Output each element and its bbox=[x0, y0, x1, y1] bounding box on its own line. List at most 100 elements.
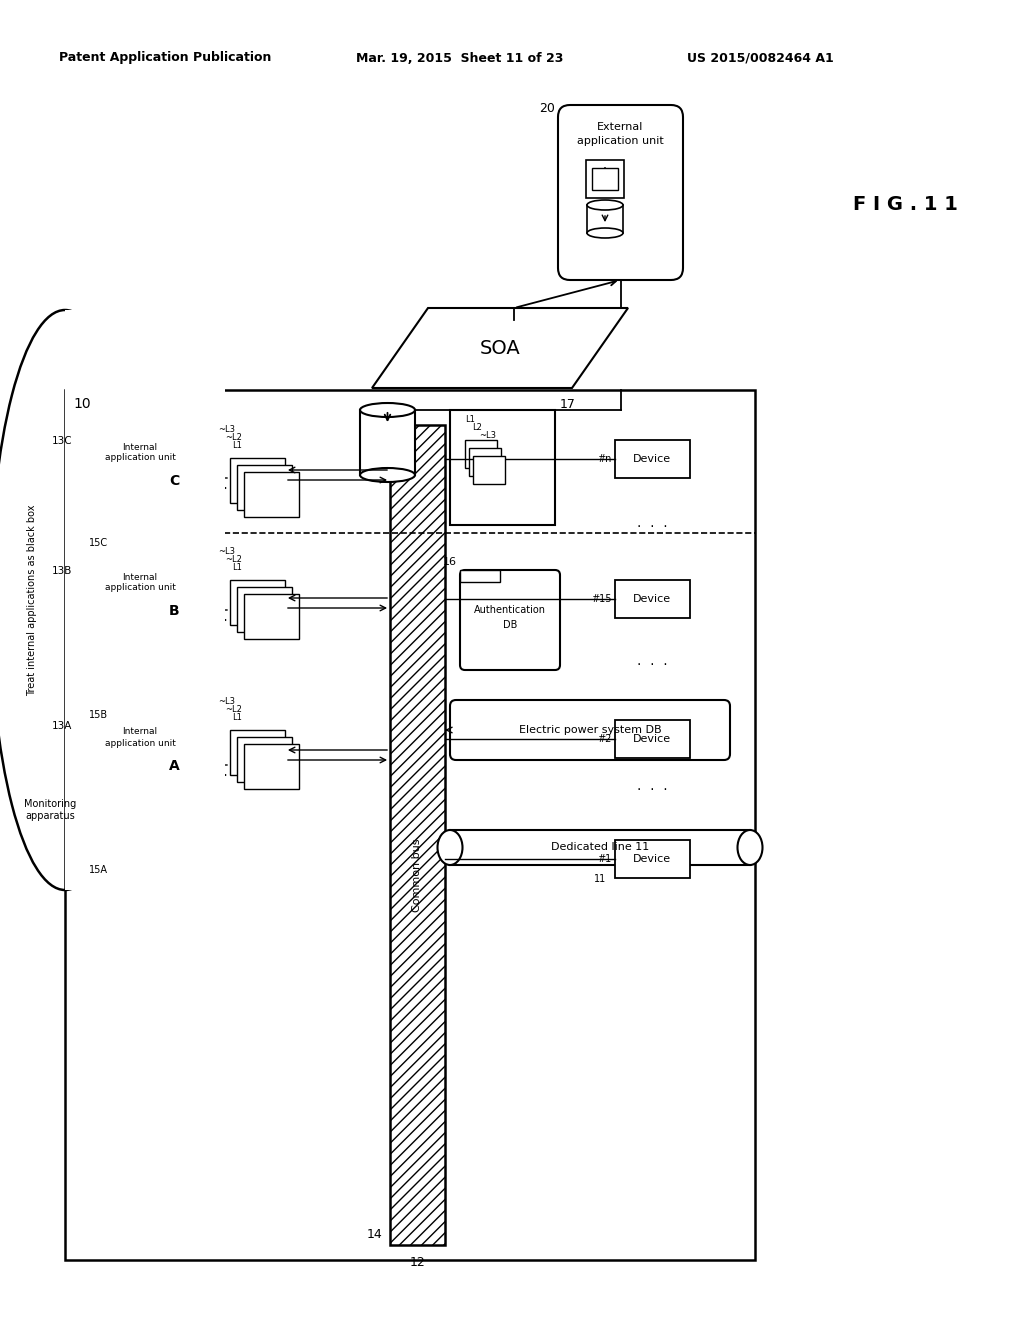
Text: 15B: 15B bbox=[89, 710, 109, 719]
Bar bbox=[450, 830, 750, 865]
Ellipse shape bbox=[360, 469, 415, 482]
Ellipse shape bbox=[587, 228, 623, 238]
Text: 13A: 13A bbox=[51, 721, 72, 731]
Bar bbox=[473, 455, 505, 484]
Text: F I G . 1 1: F I G . 1 1 bbox=[853, 195, 957, 214]
Text: #2: #2 bbox=[598, 734, 612, 744]
Text: SOA: SOA bbox=[479, 338, 520, 358]
Bar bbox=[89, 653, 129, 690]
Text: Mar. 19, 2015  Sheet 11 of 23: Mar. 19, 2015 Sheet 11 of 23 bbox=[356, 51, 563, 65]
Text: US 2015/0082464 A1: US 2015/0082464 A1 bbox=[687, 51, 834, 65]
Text: ·  ·  ·: · · · bbox=[637, 657, 668, 672]
Ellipse shape bbox=[89, 648, 129, 657]
Text: 15A: 15A bbox=[89, 865, 108, 875]
Bar bbox=[592, 168, 618, 190]
Text: #1: #1 bbox=[598, 854, 612, 865]
Text: application unit: application unit bbox=[104, 583, 175, 593]
Text: Patent Application Publication: Patent Application Publication bbox=[58, 51, 271, 65]
Bar bbox=[244, 594, 299, 639]
Text: Device: Device bbox=[633, 594, 671, 605]
FancyBboxPatch shape bbox=[450, 700, 730, 760]
Text: Monitoring
apparatus: Monitoring apparatus bbox=[24, 799, 76, 821]
Text: ·  ·  ·: · · · bbox=[637, 783, 668, 797]
Bar bbox=[89, 808, 129, 846]
Bar bbox=[360, 411, 415, 475]
Bar bbox=[615, 579, 690, 618]
Text: C: C bbox=[169, 474, 179, 488]
Bar bbox=[159, 752, 189, 780]
Text: L1: L1 bbox=[232, 441, 242, 450]
Text: Device: Device bbox=[633, 854, 671, 865]
Text: 16: 16 bbox=[443, 557, 457, 568]
Bar bbox=[615, 440, 690, 478]
Text: Treat internal applications as black box: Treat internal applications as black box bbox=[27, 504, 37, 696]
Text: A: A bbox=[169, 759, 179, 774]
Ellipse shape bbox=[89, 803, 129, 813]
Text: ~L3: ~L3 bbox=[218, 425, 234, 434]
Text: 15C: 15C bbox=[89, 539, 109, 548]
Text: L1: L1 bbox=[465, 416, 475, 425]
Bar bbox=[159, 597, 189, 624]
Text: 20: 20 bbox=[539, 102, 555, 115]
Bar bbox=[230, 730, 285, 775]
Text: ~L3: ~L3 bbox=[479, 432, 496, 441]
Bar bbox=[230, 579, 285, 624]
Text: Internal: Internal bbox=[123, 727, 158, 737]
Bar bbox=[615, 840, 690, 878]
Text: L2: L2 bbox=[472, 424, 482, 433]
Text: ~L3: ~L3 bbox=[218, 697, 234, 706]
Bar bbox=[587, 205, 623, 234]
Text: 10: 10 bbox=[73, 397, 91, 411]
Ellipse shape bbox=[89, 686, 129, 696]
Text: L1: L1 bbox=[232, 714, 242, 722]
Bar bbox=[89, 480, 129, 519]
Text: 14: 14 bbox=[367, 1229, 382, 1242]
Text: ~L2: ~L2 bbox=[225, 433, 242, 442]
Text: 11: 11 bbox=[594, 874, 606, 884]
FancyBboxPatch shape bbox=[460, 570, 560, 671]
Text: Device: Device bbox=[633, 734, 671, 744]
Ellipse shape bbox=[737, 830, 763, 865]
Text: L1: L1 bbox=[232, 564, 242, 573]
Text: B: B bbox=[169, 605, 179, 618]
Bar bbox=[460, 570, 500, 582]
Text: application unit: application unit bbox=[578, 136, 664, 147]
Bar bbox=[159, 467, 189, 495]
Ellipse shape bbox=[89, 841, 129, 851]
Text: 12: 12 bbox=[410, 1257, 425, 1270]
Text: ~L2: ~L2 bbox=[225, 556, 242, 565]
Text: Electric power system DB: Electric power system DB bbox=[519, 725, 662, 735]
FancyBboxPatch shape bbox=[75, 565, 205, 705]
Text: Dedicated line 11: Dedicated line 11 bbox=[551, 842, 649, 853]
Text: 13B: 13B bbox=[51, 566, 72, 576]
Text: #n: #n bbox=[598, 454, 612, 465]
Bar bbox=[65, 310, 225, 890]
FancyBboxPatch shape bbox=[75, 436, 205, 533]
Bar bbox=[450, 411, 555, 525]
Text: 13C: 13C bbox=[51, 436, 72, 446]
Bar bbox=[615, 719, 690, 758]
Text: ~L2: ~L2 bbox=[225, 705, 242, 714]
Text: External: External bbox=[597, 121, 644, 132]
Bar bbox=[465, 440, 497, 469]
Text: #15: #15 bbox=[592, 594, 612, 605]
FancyBboxPatch shape bbox=[75, 719, 205, 861]
Text: application unit: application unit bbox=[104, 454, 175, 462]
Bar bbox=[244, 744, 299, 789]
Bar bbox=[230, 458, 285, 503]
Text: Internal: Internal bbox=[123, 573, 158, 582]
Text: Authentication: Authentication bbox=[474, 605, 546, 615]
Text: 17: 17 bbox=[560, 399, 575, 412]
Ellipse shape bbox=[437, 830, 463, 865]
Ellipse shape bbox=[89, 477, 129, 486]
Bar bbox=[65, 389, 755, 1261]
Bar bbox=[237, 465, 292, 510]
Text: Common bus: Common bus bbox=[413, 838, 423, 912]
Text: ·  ·  ·: · · · bbox=[637, 520, 668, 535]
Text: Device: Device bbox=[633, 454, 671, 465]
Bar bbox=[586, 160, 624, 198]
Bar bbox=[244, 473, 299, 517]
Bar bbox=[237, 737, 292, 781]
Bar bbox=[390, 425, 445, 1245]
Bar bbox=[469, 447, 501, 477]
